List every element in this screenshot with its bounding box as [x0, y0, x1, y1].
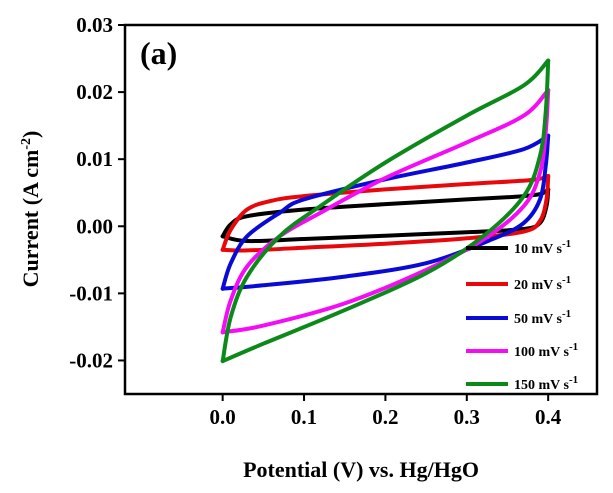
legend-label-main: 20 mV s — [514, 278, 563, 293]
x-tick-label: 0.0 — [210, 405, 236, 429]
x-tick-label: 0.1 — [291, 405, 317, 429]
y-tick-label: 0.00 — [76, 214, 113, 238]
x-axis-title: Potential (V) vs. Hg/HgO — [243, 457, 479, 482]
y-axis-title-main: Current (A cm — [18, 150, 43, 288]
y-tick-label: 0.02 — [76, 80, 113, 104]
legend-label-main: 50 mV s — [514, 312, 563, 327]
plot-frame — [123, 23, 599, 396]
series-line-forward — [220, 88, 551, 335]
x-tick-label: 0.4 — [535, 405, 562, 429]
y-axis-title: Current (A cm-2) — [18, 131, 43, 288]
y-tick-label: 0.01 — [76, 147, 113, 171]
x-tick-label: 0.3 — [454, 405, 480, 429]
legend-label: 10 mV s-1 — [514, 238, 571, 257]
legend-label-main: 100 mV s — [514, 345, 570, 360]
plot-border — [123, 23, 599, 396]
y-tick-label: 0.03 — [76, 13, 113, 37]
legend-label-main: 150 mV s — [514, 378, 570, 393]
legend-label: 150 mV s-1 — [514, 374, 578, 393]
ticks-layer: 0.0 0.1 0.2 0.3 0.4 -0.02 -0.01 0.00 0.01 0.02 0.0… — [69, 13, 562, 429]
legend-label-sup: -1 — [562, 274, 571, 286]
series-2 — [220, 133, 551, 291]
y-axis-title-sup: -2 — [19, 138, 34, 150]
y-tick-label: -0.02 — [69, 348, 113, 372]
series-4 — [220, 58, 551, 364]
legend-label: 100 mV s-1 — [514, 341, 578, 360]
series-line-reverse — [220, 133, 551, 291]
series-line-reverse — [220, 58, 551, 364]
legend-label-sup: -1 — [569, 374, 578, 386]
y-tick-label: -0.01 — [69, 281, 113, 305]
legend-label-sup: -1 — [562, 308, 571, 320]
legend-label-sup: -1 — [569, 341, 578, 353]
series-layer — [220, 58, 551, 364]
legend-label: 50 mV s-1 — [514, 308, 571, 327]
panel-label: (a) — [140, 35, 177, 71]
series-line-forward — [220, 133, 551, 291]
legend-label-sup: -1 — [562, 238, 571, 250]
legend-label: 20 mV s-1 — [514, 274, 571, 293]
y-axis-title-end: ) — [18, 131, 43, 138]
x-tick-label: 0.2 — [372, 405, 398, 429]
legend-label-main: 10 mV s — [514, 242, 563, 257]
series-line-forward — [220, 58, 551, 364]
